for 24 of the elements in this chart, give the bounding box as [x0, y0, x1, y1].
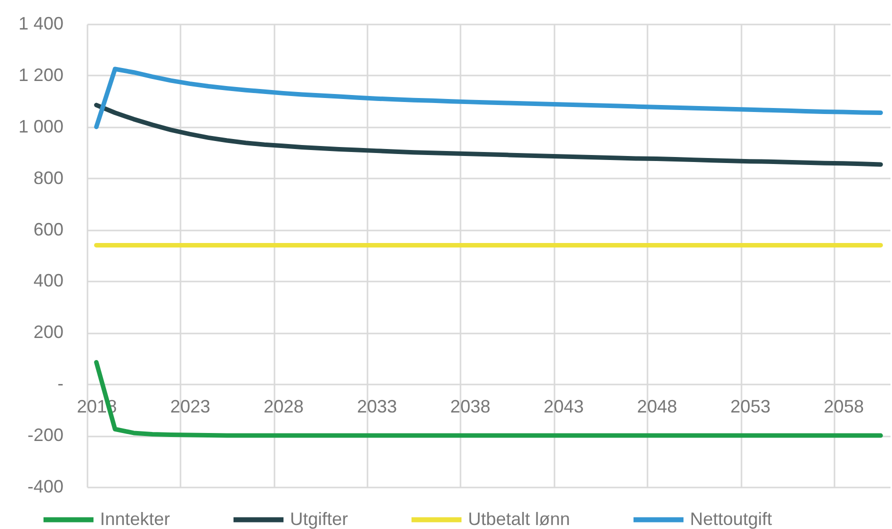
x-tick-label: 2028 — [264, 396, 304, 417]
legend-label: Nettoutgift — [690, 508, 772, 529]
line-series — [94, 66, 883, 130]
x-tick-label: 2058 — [824, 396, 864, 417]
y-tick-label: -400 — [27, 476, 64, 496]
x-tick-label: 2038 — [450, 396, 490, 417]
legend-label: Inntekter — [100, 508, 170, 529]
legend-label: Utbetalt lønn — [468, 508, 570, 529]
legend-label: Utgifter — [290, 508, 348, 529]
y-tick-label: 1 000 — [18, 116, 64, 136]
x-tick-label: 2023 — [170, 396, 210, 417]
y-tick-label: - — [58, 374, 64, 394]
y-tick-label: 200 — [33, 322, 64, 342]
x-tick-label: 2053 — [730, 396, 770, 417]
y-tick-label: 1 200 — [18, 64, 64, 85]
x-tick-label: 2033 — [356, 396, 397, 417]
y-tick-label: 400 — [33, 270, 64, 291]
y-tick-label: -200 — [27, 425, 64, 446]
y-tick-label: 1 400 — [18, 14, 64, 34]
line-series — [94, 102, 883, 167]
x-tick-label: 2048 — [637, 396, 678, 417]
y-tick-label: 800 — [33, 168, 64, 188]
y-tick-label: 600 — [33, 219, 64, 240]
x-tick-label: 2043 — [544, 396, 584, 417]
